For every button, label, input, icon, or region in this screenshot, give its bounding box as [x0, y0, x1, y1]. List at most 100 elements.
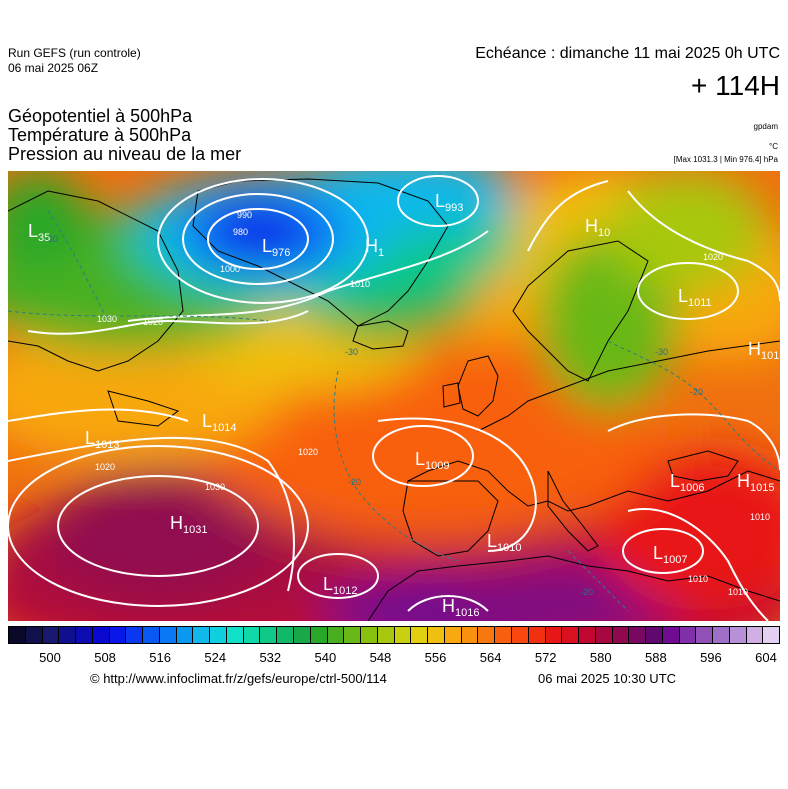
color-scale-tick-label: 548 — [369, 650, 392, 665]
color-scale-swatch — [42, 626, 60, 644]
color-scale-swatch — [243, 626, 261, 644]
color-scale-swatch — [126, 626, 144, 644]
color-scale-swatch — [729, 626, 747, 644]
color-scale-swatch — [545, 626, 563, 644]
color-scale-tick-label: 540 — [314, 650, 337, 665]
color-scale-swatch — [394, 626, 412, 644]
pressure-center-low: L1013 — [85, 428, 120, 451]
color-scale-swatch — [646, 626, 663, 644]
pressure-center-low: L993 — [435, 191, 463, 214]
isobar-label: 1030 — [205, 482, 225, 492]
isobar-label: 1020 — [95, 462, 115, 472]
color-scale-swatch — [612, 626, 630, 644]
color-scale-swatch — [713, 626, 730, 644]
isobar-label: 1010 — [728, 587, 748, 597]
color-scale-swatch — [310, 626, 328, 644]
pressure-center-low: L976 — [262, 236, 290, 259]
weather-map: L976 L993 H1 H10 L1011 H1018 L1014 L1013 L1009 L1… — [8, 171, 780, 621]
isobar-label: 1010 — [750, 512, 770, 522]
color-scale-swatch — [344, 626, 362, 644]
color-scale-swatch — [193, 626, 211, 644]
isobar-label: 1020 — [298, 447, 318, 457]
color-scale-tick-label: 532 — [259, 650, 282, 665]
color-scale-swatch — [629, 626, 647, 644]
color-scale-tick-label: 572 — [534, 650, 557, 665]
color-scale-tick-label: 556 — [424, 650, 447, 665]
color-scale-swatch — [176, 626, 194, 644]
color-scale-swatch — [159, 626, 177, 644]
color-scale-swatch — [377, 626, 395, 644]
color-scale-swatch — [294, 626, 311, 644]
run-title: Run GEFS (run controle) — [8, 46, 141, 60]
color-scale-swatch — [595, 626, 613, 644]
color-scale-swatch — [327, 626, 345, 644]
color-scale-swatch — [562, 626, 580, 644]
pressure-center-high: H1031 — [170, 513, 207, 536]
isobar-label: 990 — [237, 210, 252, 220]
unit-geopotential: gpdam — [753, 122, 778, 131]
color-scale-tick-label: 588 — [644, 650, 667, 665]
color-scale-swatch — [746, 626, 764, 644]
color-scale-swatch — [277, 626, 295, 644]
isobar-label: 1010 — [688, 574, 708, 584]
color-scale-swatch — [76, 626, 93, 644]
coastlines — [8, 178, 780, 621]
color-scale-tick-label: 508 — [94, 650, 116, 665]
isobar-label: 1010 — [350, 279, 370, 289]
color-scale-tick-label: 604 — [755, 650, 777, 665]
isobar-label: 1020 — [143, 317, 163, 327]
source-url[interactable]: © http://www.infoclimat.fr/z/gefs/europe… — [90, 671, 387, 686]
color-scale-swatch — [444, 626, 462, 644]
color-scale-swatch — [662, 626, 680, 644]
pressure-center-high: H1016 — [442, 596, 479, 619]
color-scale-tick-label: 580 — [589, 650, 612, 665]
color-scale-swatch — [528, 626, 546, 644]
color-scale-tick-label: 500 — [39, 650, 61, 665]
color-scale-swatch — [411, 626, 429, 644]
isobar-label: 1000 — [220, 264, 240, 274]
color-scale-swatch — [361, 626, 378, 644]
unit-pressure-range: [Max 1031.3 | Min 976.4] hPa — [673, 155, 778, 164]
color-scale-swatch — [763, 626, 781, 644]
pressure-center-high: H1015 — [737, 471, 774, 494]
isobar-label: 1030 — [97, 314, 117, 324]
color-scale-swatch — [579, 626, 596, 644]
color-scale-swatch — [461, 626, 479, 644]
pressure-center-high: H1018 — [748, 339, 780, 362]
unit-temperature: °C — [769, 142, 778, 151]
pressure-center-low: L1009 — [415, 449, 450, 472]
color-scale-swatch — [25, 626, 43, 644]
color-scale-swatch — [109, 626, 127, 644]
isotherm-label: -30 — [345, 347, 358, 357]
isobars — [8, 175, 780, 621]
color-scale-swatch — [679, 626, 697, 644]
color-scale-tick-label: 596 — [700, 650, 722, 665]
isotherm-label: -20 — [348, 477, 361, 487]
isotherms — [8, 210, 780, 612]
pressure-center-low: L1007 — [653, 543, 688, 566]
isotherm-label: -30 — [655, 347, 668, 357]
color-scale-swatch — [478, 626, 496, 644]
color-scale-swatch — [696, 626, 714, 644]
color-scale-swatch — [143, 626, 160, 644]
pressure-center-high: H10 — [585, 216, 610, 239]
color-scale-tick-label: 524 — [204, 650, 227, 665]
color-scale-swatch — [495, 626, 512, 644]
color-scale-swatch — [428, 626, 445, 644]
isobar-label: 1020 — [703, 252, 723, 262]
pressure-center-low: L35 — [28, 221, 50, 244]
color-scale-tick-label: 516 — [149, 650, 171, 665]
pressure-center-low: L1014 — [202, 411, 237, 434]
generated-time: 06 mai 2025 10:30 UTC — [538, 671, 677, 686]
title-pressure: Pression au niveau de la mer — [8, 144, 242, 164]
color-scale-labels: 500 508 516 524 532 540 548 556 564 572 580 588 596 6… — [0, 650, 788, 666]
forecast-valid-time: Echéance : dimanche 11 mai 2025 0h UTC — [475, 45, 780, 62]
color-scale-swatch — [210, 626, 227, 644]
title-temperature: Température à 500hPa — [8, 125, 192, 145]
color-scale-swatch — [511, 626, 529, 644]
pressure-center-low: L1010 — [487, 531, 522, 554]
isotherm-label: -30 — [45, 234, 58, 244]
color-scale-swatch — [92, 626, 110, 644]
isotherm-label: -20 — [690, 387, 703, 397]
run-date: 06 mai 2025 06Z — [8, 61, 99, 75]
